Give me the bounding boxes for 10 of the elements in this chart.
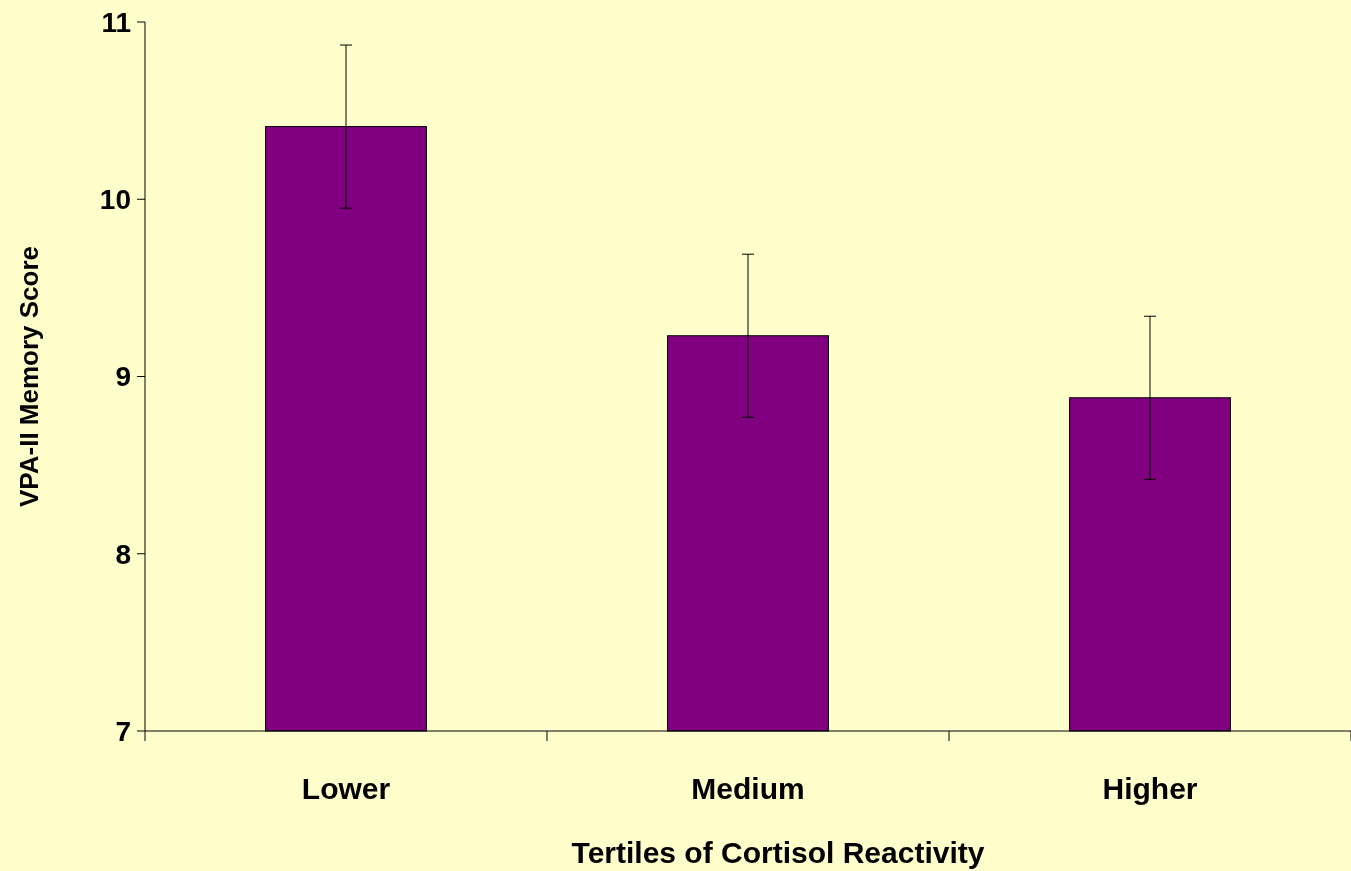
y-axis-title: VPA-II Memory Score [14,245,44,508]
y-tick-label: 8 [115,538,131,570]
x-tick-label: Medium [691,772,805,805]
x-tick-label: Lower [301,772,391,805]
x-tick-label: Higher [1102,772,1198,805]
x-axis-title: Tertiles of Cortisol Reactivity [571,836,985,869]
y-tick-label: 9 [115,361,131,393]
y-tick-label: 7 [115,715,131,747]
y-tick-label: 10 [99,184,131,216]
y-tick-label: 11 [101,6,131,38]
